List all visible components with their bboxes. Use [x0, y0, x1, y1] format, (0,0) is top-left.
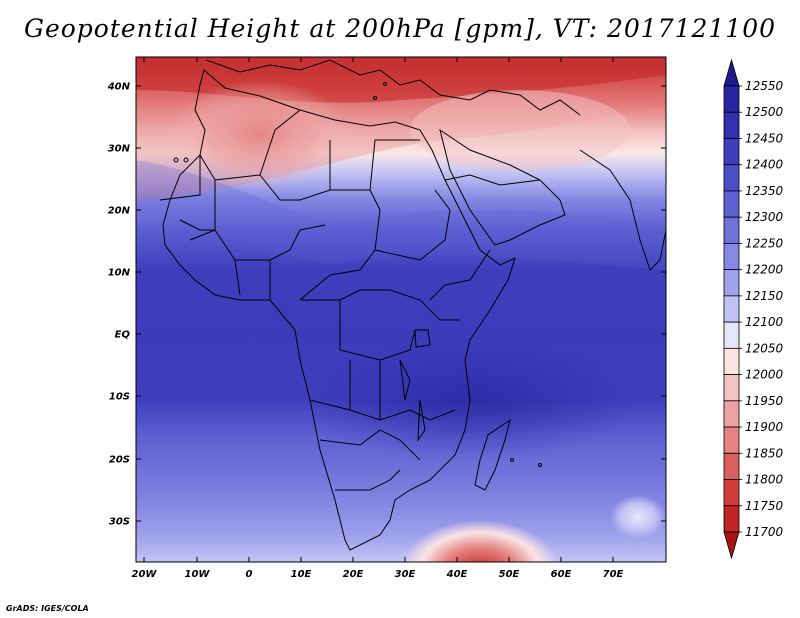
colorbar-label: 11800 [745, 473, 784, 487]
footer-credit: GrADS: IGES/COLA [6, 604, 89, 613]
height-field [136, 57, 666, 562]
colorbar-swatch [723, 479, 740, 507]
colorbar-swatch [723, 426, 740, 454]
lon-label: 70E [603, 569, 624, 580]
colorbar-label: 11850 [745, 446, 784, 460]
lon-label: 60E [551, 569, 572, 580]
lat-label: 40N [107, 82, 131, 93]
colorbar-top-arrow [723, 58, 740, 87]
lon-label: 40E [446, 569, 468, 580]
lat-label: 30S [109, 517, 130, 528]
colorbar-swatch [723, 295, 740, 323]
lon-label: 50E [499, 569, 520, 580]
colorbar-swatch [723, 138, 740, 166]
colorbar-label: 11900 [745, 420, 784, 434]
lon-label: 10E [291, 569, 312, 580]
africa-coastline [162, 69, 516, 551]
colorbar-label: 12050 [745, 341, 784, 355]
india-coastline [579, 149, 666, 271]
lat-label: 10S [109, 392, 130, 403]
lat-label: 20N [108, 206, 131, 217]
colorbar-swatch [723, 216, 740, 244]
colorbar-swatch [723, 452, 740, 480]
colorbar-label: 12200 [745, 263, 784, 277]
colorbar-label: 12150 [745, 289, 784, 303]
colorbar-label: 11700 [745, 525, 784, 539]
lon-label: 0 [246, 569, 253, 580]
arabia-coastline [439, 128, 566, 246]
colorbar-swatch [723, 347, 740, 375]
colorbar-label: 12550 [745, 79, 784, 93]
colorbar-label: 12500 [745, 105, 784, 119]
lat-label: 30N [108, 144, 131, 155]
lat-label: 10N [108, 268, 131, 279]
colorbar-swatch [723, 505, 740, 533]
colorbar-swatch [723, 190, 740, 218]
colorbar-swatch [723, 400, 740, 428]
coastline-borders [159, 59, 666, 551]
colorbar-swatch [723, 374, 740, 402]
lon-label: 30E [395, 569, 416, 580]
colorbar-label: 12450 [745, 131, 784, 145]
colorbar-swatch [723, 243, 740, 271]
colorbar-swatch [723, 321, 740, 349]
colorbar-label: 12000 [745, 368, 784, 382]
colorbar-label: 12350 [745, 184, 784, 198]
lon-label: 10W [185, 569, 211, 580]
plot-frame [135, 56, 667, 563]
colorbar-label: 11750 [745, 499, 784, 513]
colorbar-swatch [723, 85, 740, 113]
colorbar-swatch [723, 269, 740, 297]
colorbar-label: 12300 [745, 210, 784, 224]
lat-label: EQ [115, 330, 131, 341]
colorbar-swatch [723, 164, 740, 192]
latitude-ticks: 40N 30N 20N 10N EQ 10S 20S 30S [107, 82, 666, 528]
colorbar: 12550 12500 12450 12400 12350 12300 12250 12200… [723, 58, 784, 560]
colorbar-label: 12100 [745, 315, 784, 329]
map-title: Geopotential Height at 200hPa [gpm], VT:… [23, 14, 777, 43]
lat-label: 20S [109, 455, 130, 466]
colorbar-label: 12400 [745, 158, 784, 172]
lon-label: 20W [132, 569, 158, 580]
colorbar-bottom-arrow [723, 531, 740, 560]
colorbar-label: 12250 [745, 236, 784, 250]
lon-label: 20E [343, 569, 364, 580]
madagascar-coastline [474, 418, 511, 491]
colorbar-swatch [723, 111, 740, 139]
longitude-ticks: 20W 10W 0 10E 20E 30E 40E 50E 60E 70E [132, 57, 624, 580]
colorbar-label: 11950 [745, 394, 784, 408]
europe-coastline [205, 59, 581, 116]
